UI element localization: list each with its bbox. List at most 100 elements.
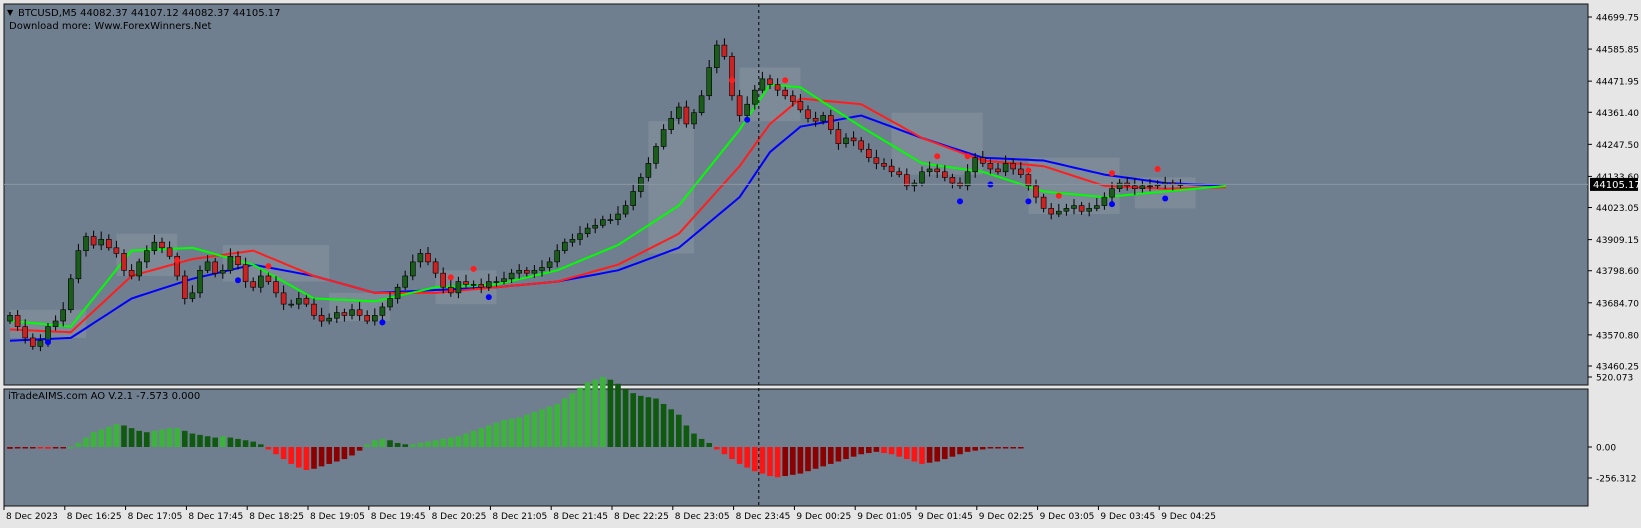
ao-bar [539, 409, 545, 447]
candle-bear [949, 177, 956, 184]
ao-bar [926, 447, 933, 463]
candle-bear [987, 163, 994, 170]
ao-bar [919, 447, 925, 464]
ao-bar [508, 418, 515, 447]
ao-bar [273, 447, 279, 455]
candle-bull [592, 224, 599, 229]
ao-bar [888, 447, 895, 455]
price-tick-label: 44023.05 [1596, 204, 1639, 214]
ao-bar [296, 447, 302, 468]
ao-bar [410, 444, 416, 447]
ao-bar [174, 428, 180, 447]
candle-bull [387, 298, 393, 308]
sell-signal-dot [447, 274, 454, 281]
candle-bear [106, 239, 112, 249]
ao-bar [843, 447, 849, 460]
candle-bull [1147, 185, 1153, 188]
current-price-label: 44105.17 [1593, 180, 1641, 191]
candle-bull [379, 306, 386, 316]
candle-bull [668, 117, 675, 130]
ao-bar [166, 428, 173, 447]
candle-bull [417, 253, 424, 263]
candle-bear [440, 272, 447, 288]
candle-bear [888, 165, 895, 173]
candle-bull [257, 275, 264, 288]
candle-bear [364, 315, 371, 322]
candle-bear [1132, 185, 1138, 189]
candle-bear [736, 95, 743, 116]
candle-bull [561, 241, 568, 251]
ao-bar [311, 447, 317, 469]
candle-bull [630, 191, 637, 206]
candle-bull [645, 163, 652, 178]
candle-bear [523, 270, 530, 274]
candle-bull [333, 312, 340, 319]
candle-bear [774, 84, 781, 91]
candle-bull [622, 205, 629, 215]
time-tick-label: 8 Dec 18:25 [249, 512, 304, 522]
price-tick-label: 43460.25 [1596, 363, 1639, 373]
candle-bull [744, 103, 751, 116]
ao-bar [121, 425, 127, 447]
indicator-plot-area[interactable] [3, 388, 1589, 507]
ao-bar [698, 438, 705, 447]
ao-bar [478, 428, 484, 447]
ma-mid-line [9, 97, 1227, 334]
candle-bear [805, 109, 811, 119]
candle-bear [425, 253, 431, 263]
ao-bar [562, 398, 568, 447]
candle-bear [318, 315, 325, 322]
candle-bull [349, 309, 355, 316]
candle-bear [182, 275, 188, 299]
time-tick-label: 8 Dec 16:25 [67, 512, 122, 522]
ao-bar [995, 447, 1001, 449]
candle-bull [402, 275, 409, 288]
ao-bar [850, 447, 857, 457]
candle-bear [463, 281, 469, 285]
candle-bear [273, 281, 279, 294]
candle-bear [29, 337, 36, 347]
ao-bar [387, 440, 393, 447]
ao-bar [653, 398, 659, 447]
candle-bull [189, 292, 196, 299]
candle-bull [759, 78, 766, 91]
candle-bull [698, 95, 705, 113]
candle-bull [577, 233, 583, 240]
time-tick-label: 8 Dec 17:45 [188, 512, 243, 522]
ma-fast-line [9, 83, 1227, 328]
candle-bear [341, 312, 348, 316]
price-plot-area[interactable] [3, 3, 1589, 386]
ao-bar [638, 395, 644, 447]
ao-bar [1018, 447, 1024, 449]
candle-bull [220, 270, 226, 274]
candle-bull [1056, 210, 1062, 215]
ao-bar [873, 447, 880, 452]
ao-bar [265, 447, 272, 450]
ao-bar [828, 447, 834, 464]
ao-bar [721, 447, 728, 455]
candle-bull [371, 315, 378, 322]
price-tick-label: 44585.85 [1596, 46, 1639, 56]
ao-bar [622, 389, 629, 447]
candle-bull [919, 171, 925, 184]
candle-bull [508, 272, 515, 280]
sell-signal-dot [174, 257, 181, 264]
chart-dropdown-icon[interactable]: ▼ [7, 8, 14, 17]
ao-bar [197, 434, 203, 447]
ao-bar [7, 447, 13, 449]
ao-bar [835, 447, 842, 462]
ao-bar [258, 444, 264, 447]
ao-bar [1010, 447, 1016, 449]
ao-bar [60, 447, 66, 449]
candle-bear [356, 309, 363, 316]
ao-bar [501, 420, 507, 447]
candle-bull [531, 270, 538, 274]
candle-bull [136, 261, 142, 277]
candle-bear [789, 95, 796, 102]
candle-bull [1063, 208, 1070, 212]
candle-bull [470, 284, 477, 286]
ao-bar [463, 433, 469, 447]
ao-bar [326, 447, 332, 464]
ao-bar [942, 447, 948, 460]
